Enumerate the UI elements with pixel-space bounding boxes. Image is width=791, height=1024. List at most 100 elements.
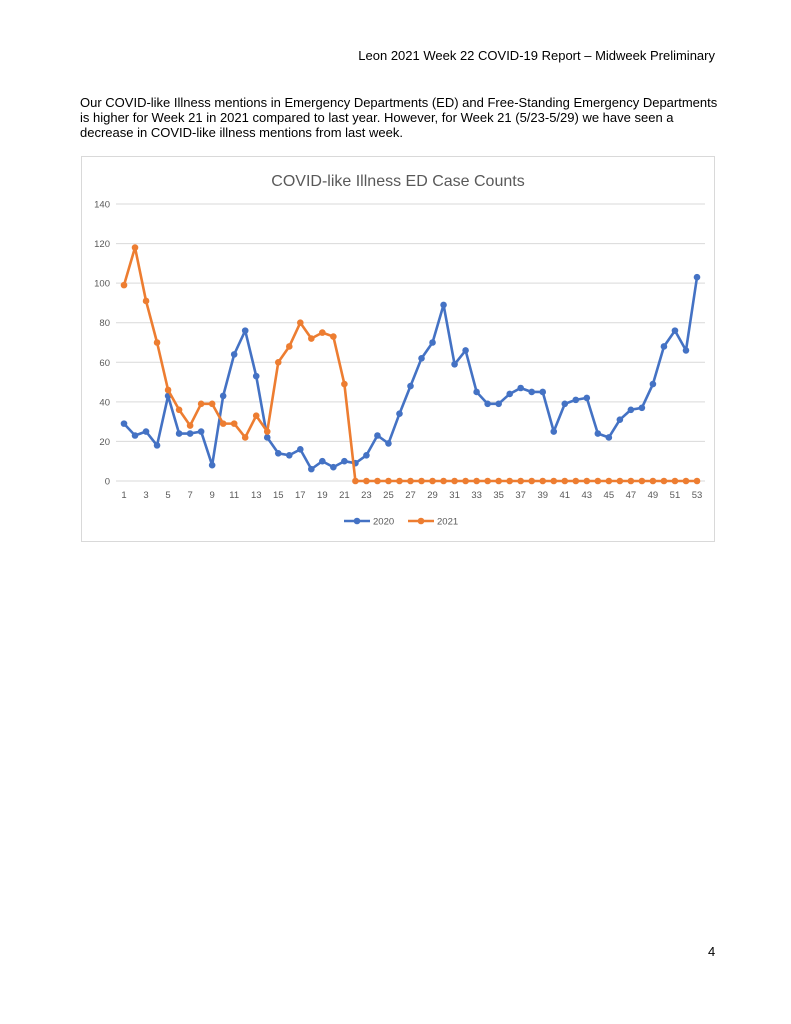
data-point-2021 [462,477,469,485]
data-point-2021 [539,477,547,485]
data-point-2021 [252,412,260,420]
data-point-2020 [616,416,624,423]
x-tick-label: 7 [187,490,192,501]
data-point-2021 [285,343,293,350]
data-point-2021 [517,477,524,485]
data-point-2021 [506,477,513,485]
data-point-2020 [407,382,414,390]
data-point-2020 [297,446,304,453]
data-point-2020 [693,273,701,281]
data-point-2020 [539,388,547,396]
x-tick-label: 21 [339,490,350,501]
data-point-2021 [241,434,249,441]
data-point-2020 [506,390,513,398]
data-point-2021 [142,297,150,305]
data-point-2020 [142,428,150,435]
series-line-2021 [122,246,697,483]
y-tick-label: 60 [99,358,110,369]
y-tick-label: 140 [94,200,110,211]
data-point-2021 [429,477,436,485]
data-point-2021 [330,333,337,340]
x-tick-label: 17 [295,490,306,501]
data-point-2021 [274,358,282,366]
data-point-2021 [175,406,183,414]
chart-title: COVID-like Illness ED Case Counts [271,173,524,190]
x-tick-label: 31 [449,490,460,501]
data-point-2021 [407,477,414,485]
data-point-2021 [219,420,227,427]
data-point-2021 [341,380,348,388]
intro-paragraph: Our COVID-like Illness mentions in Emerg… [80,95,718,140]
data-point-2021 [572,477,580,485]
data-point-2020 [440,301,447,309]
data-point-2020 [627,406,635,414]
data-point-2020 [263,434,271,441]
data-point-2021 [263,428,271,435]
data-point-2021 [363,477,370,485]
x-tick-label: 27 [405,490,416,501]
data-point-2021 [473,477,480,485]
data-point-2021 [186,422,194,429]
legend-label-2021: 2021 [437,517,458,528]
legend-label-2020: 2020 [373,517,394,528]
data-point-2020 [473,388,480,396]
data-point-2020 [550,428,558,435]
data-point-2020 [451,360,458,368]
data-point-2020 [583,394,591,402]
legend-marker-2020 [353,517,361,525]
data-point-2020 [638,404,646,412]
y-tick-label: 20 [99,437,110,448]
y-axis-ticks: 0 20 40 60 80 100 120 140 [94,200,110,488]
data-point-2020 [285,451,293,459]
data-point-2020 [682,347,690,354]
data-point-2021 [649,477,657,485]
data-point-2021 [319,329,326,336]
x-tick-label: 37 [515,490,526,501]
data-point-2020 [385,440,392,447]
line-chart: COVID-like Illness ED Case Counts 0 20 40 6… [94,173,705,528]
data-point-2021 [197,400,205,408]
data-point-2020 [208,461,216,469]
data-point-2020 [462,347,469,354]
data-point-2020 [341,457,348,465]
x-tick-label: 11 [229,490,239,501]
data-point-2020 [230,351,238,358]
data-point-2020 [594,430,602,437]
y-tick-label: 100 [94,279,110,290]
data-point-2020 [605,434,613,441]
y-tick-label: 0 [105,477,110,488]
data-point-2021 [693,477,701,485]
data-point-2021 [484,477,491,485]
x-tick-label: 1 [121,490,126,501]
data-point-2020 [120,420,128,427]
data-point-2020 [660,343,668,350]
data-point-2021 [385,477,392,485]
y-tick-label: 120 [94,239,110,250]
data-point-2021 [638,477,646,485]
data-point-2020 [330,463,337,471]
data-point-2020 [363,451,370,459]
x-tick-label: 41 [559,490,570,501]
data-point-2020 [186,430,194,437]
data-point-2020 [572,396,580,404]
data-point-2020 [175,430,183,437]
data-point-2021 [583,477,591,485]
data-point-2020 [131,432,139,439]
data-point-2021 [451,477,458,485]
data-point-2021 [682,477,690,485]
y-tick-label: 80 [99,318,110,329]
data-point-2020 [517,384,524,392]
data-point-2021 [528,477,536,485]
data-point-2021 [550,477,558,485]
data-point-2021 [396,477,403,485]
page-header: Leon 2021 Week 22 COVID-19 Report – Midw… [358,48,715,63]
data-point-2021 [230,420,238,427]
x-axis-ticks: 1 3 5 7 9 11 13 15 17 19 21 23 25 27 29 31 33 35 37 39 41 43 4… [121,490,702,501]
data-point-2021 [120,281,128,289]
data-point-2020 [308,465,315,473]
data-point-2020 [484,400,491,408]
legend-marker-2021 [417,517,425,525]
x-tick-label: 15 [273,490,284,501]
x-tick-label: 49 [648,490,659,501]
data-point-2021 [605,477,613,485]
